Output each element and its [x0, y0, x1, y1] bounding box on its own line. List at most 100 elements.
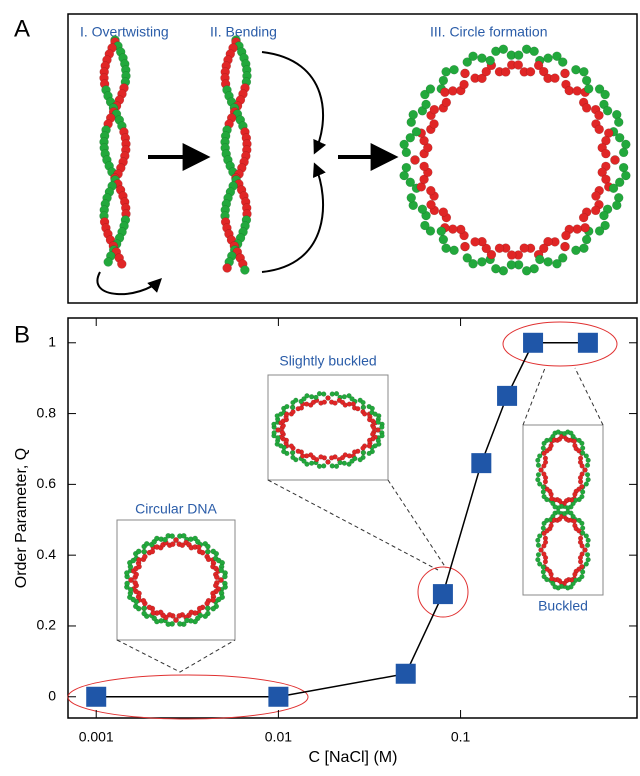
bead: [600, 220, 610, 231]
bead: [271, 421, 277, 427]
bead: [613, 117, 624, 127]
bead: [411, 126, 422, 137]
bead: [289, 449, 296, 456]
bead: [127, 586, 134, 593]
bead: [222, 263, 232, 273]
bead: [591, 191, 601, 201]
bead: [141, 605, 148, 612]
bead: [477, 53, 487, 63]
y-axis-label: Order Parameter, Q: [13, 448, 30, 589]
bead: [355, 406, 361, 412]
bead: [290, 454, 296, 461]
bead: [128, 577, 134, 583]
bead: [321, 399, 328, 405]
bead: [295, 448, 301, 454]
bead: [581, 103, 592, 113]
bead: [537, 481, 543, 487]
bead: [293, 397, 299, 403]
bead: [583, 481, 589, 487]
y-tick-label: 0: [48, 687, 56, 703]
bead: [329, 391, 335, 397]
bead: [618, 162, 629, 173]
y-tick-label: 0.4: [37, 546, 57, 562]
plot: 0 0.2 0.4 0.6 0.8 1 0.001 0.01 0.1: [37, 318, 637, 745]
bead: [459, 79, 469, 90]
bead: [417, 204, 428, 214]
bead: [602, 106, 613, 116]
bead: [438, 75, 449, 86]
bead: [429, 104, 440, 115]
bead: [361, 411, 368, 417]
x-axis-label: C [NaCl] (M): [309, 749, 398, 766]
bead: [316, 391, 323, 397]
bead: [288, 443, 295, 449]
bead: [552, 504, 558, 510]
annotation: Slightly buckled: [279, 353, 376, 369]
bead: [470, 237, 480, 247]
bead: [321, 463, 327, 469]
bead: [421, 99, 431, 110]
bead: [408, 109, 418, 120]
bead: [579, 520, 585, 527]
bead: [552, 51, 562, 61]
bead: [357, 457, 363, 463]
bead: [550, 73, 560, 83]
bead: [506, 260, 517, 270]
bead: [610, 155, 620, 165]
bead: [321, 391, 327, 397]
bead: [460, 68, 470, 79]
bead: [513, 50, 524, 60]
bead: [271, 430, 277, 436]
bead: [143, 540, 150, 547]
bead: [590, 205, 601, 216]
bead: [614, 132, 625, 143]
bead: [441, 243, 451, 253]
bead: [308, 394, 315, 400]
bead: [349, 458, 355, 464]
marker: [86, 686, 107, 707]
bead: [180, 532, 187, 539]
bead: [462, 253, 473, 263]
bead: [568, 510, 574, 516]
bead: [540, 484, 546, 490]
bead: [552, 584, 558, 590]
bead: [405, 132, 416, 143]
bead: [313, 394, 319, 401]
bead: [541, 471, 547, 477]
bead: [205, 543, 211, 550]
bead: [561, 230, 571, 241]
bead: [375, 419, 381, 425]
x-tick-label: 0.001: [79, 729, 114, 745]
bead: [525, 67, 536, 77]
bead: [535, 254, 545, 265]
bead: [537, 533, 543, 539]
bead: [146, 604, 153, 611]
bead: [542, 455, 549, 461]
bead: [538, 243, 549, 254]
bead: [540, 564, 546, 570]
bead: [337, 459, 343, 466]
bead: [535, 457, 541, 463]
bead: [436, 226, 447, 236]
bead: [618, 147, 629, 158]
bead: [371, 425, 377, 431]
bead: [494, 243, 505, 253]
bead: [513, 60, 524, 70]
bead: [594, 84, 605, 94]
panel-a-frame: [67, 13, 638, 304]
bead: [541, 573, 547, 580]
bead: [560, 68, 570, 79]
bead: [533, 60, 544, 71]
bead: [594, 110, 604, 121]
bead: [498, 44, 509, 54]
bead: [521, 266, 532, 276]
bead: [612, 200, 622, 211]
bead: [621, 139, 631, 150]
bead: [142, 553, 148, 560]
bead: [543, 236, 553, 247]
bead: [308, 460, 315, 466]
bead: [477, 257, 487, 267]
bead: [548, 442, 554, 449]
y-tick-label: 1: [48, 333, 56, 349]
